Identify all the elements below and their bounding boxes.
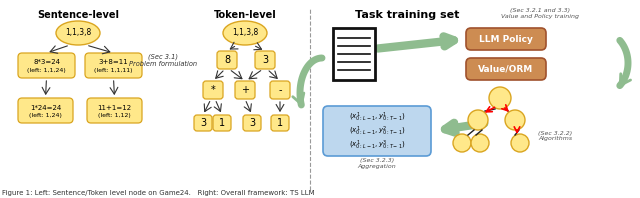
- Text: (left: 1,12): (left: 1,12): [98, 113, 131, 118]
- FancyBboxPatch shape: [235, 81, 255, 99]
- FancyBboxPatch shape: [18, 98, 73, 123]
- Text: 8*3=24: 8*3=24: [33, 60, 60, 66]
- FancyBboxPatch shape: [87, 98, 142, 123]
- Circle shape: [453, 134, 471, 152]
- Text: 3: 3: [200, 118, 206, 128]
- Text: *: *: [211, 85, 216, 95]
- FancyBboxPatch shape: [203, 81, 223, 99]
- Circle shape: [489, 87, 511, 109]
- Text: $(x^1_{0:L-1}, y^1_{0:T-1})$: $(x^1_{0:L-1}, y^1_{0:T-1})$: [349, 110, 405, 124]
- Ellipse shape: [223, 21, 267, 45]
- FancyBboxPatch shape: [271, 115, 289, 131]
- Circle shape: [511, 134, 529, 152]
- FancyBboxPatch shape: [466, 28, 546, 50]
- Circle shape: [505, 110, 525, 130]
- FancyBboxPatch shape: [243, 115, 261, 131]
- Text: +: +: [241, 85, 249, 95]
- Text: $(x^1_{0:L-1}, y^3_{0:T-1})$: $(x^1_{0:L-1}, y^3_{0:T-1})$: [349, 138, 405, 152]
- Text: 11+1=12: 11+1=12: [97, 105, 132, 110]
- Text: 3+8=11: 3+8=11: [99, 60, 129, 66]
- FancyBboxPatch shape: [217, 51, 237, 69]
- Circle shape: [471, 134, 489, 152]
- Text: (Sec 3.2.2)
Algorithms: (Sec 3.2.2) Algorithms: [538, 131, 572, 141]
- Text: -: -: [278, 85, 282, 95]
- Text: (Sec 3.2.1 and 3.3)
Value and Policy training: (Sec 3.2.1 and 3.3) Value and Policy tra…: [501, 8, 579, 19]
- Text: Token-level: Token-level: [214, 10, 276, 20]
- Text: $(x^1_{0:L-1}, y^2_{0:T-1})$: $(x^1_{0:L-1}, y^2_{0:T-1})$: [349, 124, 405, 138]
- Text: (left: 1,24): (left: 1,24): [29, 113, 62, 118]
- Text: 8: 8: [224, 55, 230, 65]
- Text: 1,1,3,8: 1,1,3,8: [232, 29, 258, 37]
- Text: 1,1,3,8: 1,1,3,8: [65, 29, 91, 37]
- Text: (left: 1,1,11): (left: 1,1,11): [94, 68, 132, 73]
- Ellipse shape: [56, 21, 100, 45]
- Text: 1: 1: [219, 118, 225, 128]
- FancyBboxPatch shape: [323, 106, 431, 156]
- Text: 3: 3: [249, 118, 255, 128]
- Text: (Sec 3.2.3)
Aggregation: (Sec 3.2.3) Aggregation: [358, 158, 396, 169]
- Text: Value/ORM: Value/ORM: [478, 65, 534, 73]
- Text: (Sec 3.1)
Problem formulation: (Sec 3.1) Problem formulation: [129, 53, 197, 67]
- FancyBboxPatch shape: [194, 115, 212, 131]
- Circle shape: [468, 110, 488, 130]
- Text: Task training set: Task training set: [355, 10, 460, 20]
- FancyBboxPatch shape: [466, 58, 546, 80]
- Text: (left: 1,1,24): (left: 1,1,24): [27, 68, 66, 73]
- Text: 3: 3: [262, 55, 268, 65]
- FancyBboxPatch shape: [85, 53, 142, 78]
- Text: 1: 1: [277, 118, 283, 128]
- FancyBboxPatch shape: [270, 81, 290, 99]
- FancyBboxPatch shape: [255, 51, 275, 69]
- Text: LLM Policy: LLM Policy: [479, 34, 533, 44]
- FancyBboxPatch shape: [18, 53, 75, 78]
- Text: 1*24=24: 1*24=24: [30, 105, 61, 110]
- Text: Figure 1: Left: Sentence/Token level node on Game24.   Right: Overall framework:: Figure 1: Left: Sentence/Token level nod…: [2, 190, 315, 196]
- Bar: [333, 28, 375, 80]
- Text: Sentence-level: Sentence-level: [37, 10, 119, 20]
- FancyBboxPatch shape: [213, 115, 231, 131]
